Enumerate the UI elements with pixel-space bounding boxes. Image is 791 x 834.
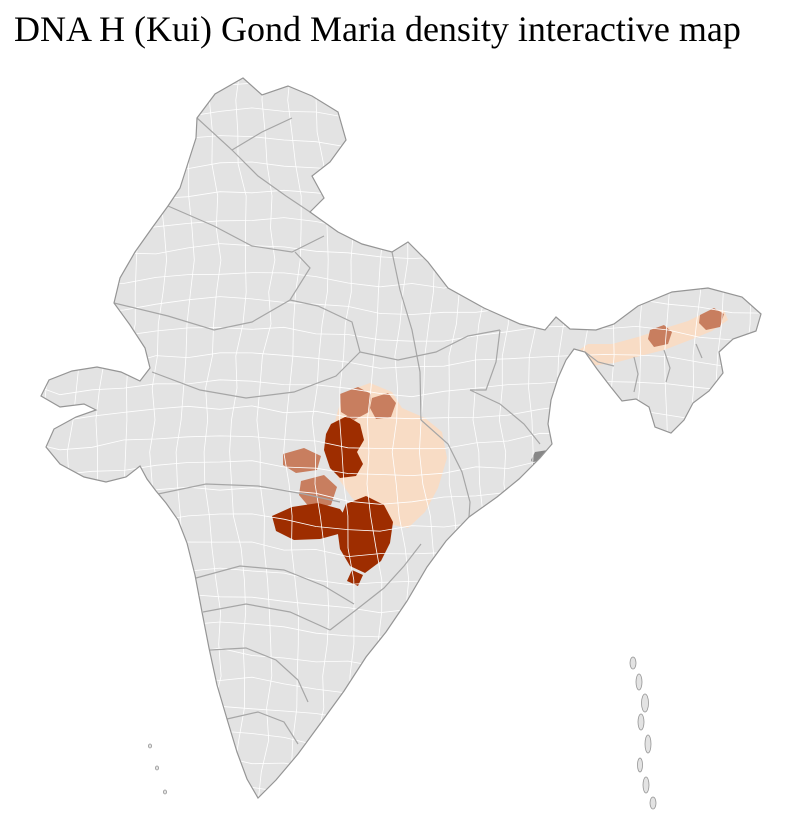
state-border-line bbox=[470, 329, 501, 391]
island[interactable] bbox=[644, 734, 652, 754]
state-border-line bbox=[359, 329, 501, 361]
district-region-medium-ne-2[interactable] bbox=[699, 308, 724, 330]
district-region-high-2[interactable] bbox=[272, 503, 348, 540]
page-title: DNA H (Kui) Gond Maria density interacti… bbox=[14, 9, 741, 49]
country-outline-group bbox=[40, 77, 762, 810]
state-border-line bbox=[196, 117, 311, 213]
district-region-medium-1[interactable] bbox=[340, 387, 371, 420]
state-border-line bbox=[167, 205, 325, 253]
state-border-line bbox=[420, 419, 471, 518]
district-region-high-4[interactable] bbox=[347, 570, 363, 586]
island[interactable] bbox=[637, 713, 645, 731]
state-border-line bbox=[202, 603, 331, 631]
island[interactable] bbox=[147, 743, 152, 749]
state-border-line bbox=[695, 343, 703, 359]
state-border-line bbox=[584, 351, 615, 367]
island[interactable] bbox=[154, 765, 159, 771]
state-border-line bbox=[633, 356, 639, 393]
state-border-line bbox=[113, 251, 311, 331]
state-border-line bbox=[157, 483, 341, 503]
island[interactable] bbox=[642, 776, 650, 794]
island[interactable] bbox=[635, 673, 643, 691]
state-border-line bbox=[231, 117, 293, 151]
state-border-line bbox=[329, 543, 422, 631]
island[interactable] bbox=[649, 796, 657, 810]
island[interactable] bbox=[637, 757, 643, 773]
state-border-line bbox=[226, 711, 299, 745]
island[interactable] bbox=[641, 693, 649, 713]
state-border-line bbox=[151, 299, 361, 399]
district-region-low-central[interactable] bbox=[332, 383, 447, 528]
state-border-line bbox=[469, 389, 541, 445]
india-outline bbox=[40, 77, 762, 799]
island[interactable] bbox=[162, 789, 167, 795]
state-border-line bbox=[663, 349, 671, 383]
andaman-islands[interactable] bbox=[147, 656, 657, 810]
district-region-medium-3[interactable] bbox=[283, 448, 321, 473]
state-border-line bbox=[195, 565, 355, 605]
state-border-line bbox=[391, 251, 422, 421]
state-border-line bbox=[209, 647, 309, 703]
district-region-medium-2[interactable] bbox=[370, 393, 396, 419]
island[interactable] bbox=[629, 656, 637, 670]
state-boundaries bbox=[113, 117, 703, 755]
